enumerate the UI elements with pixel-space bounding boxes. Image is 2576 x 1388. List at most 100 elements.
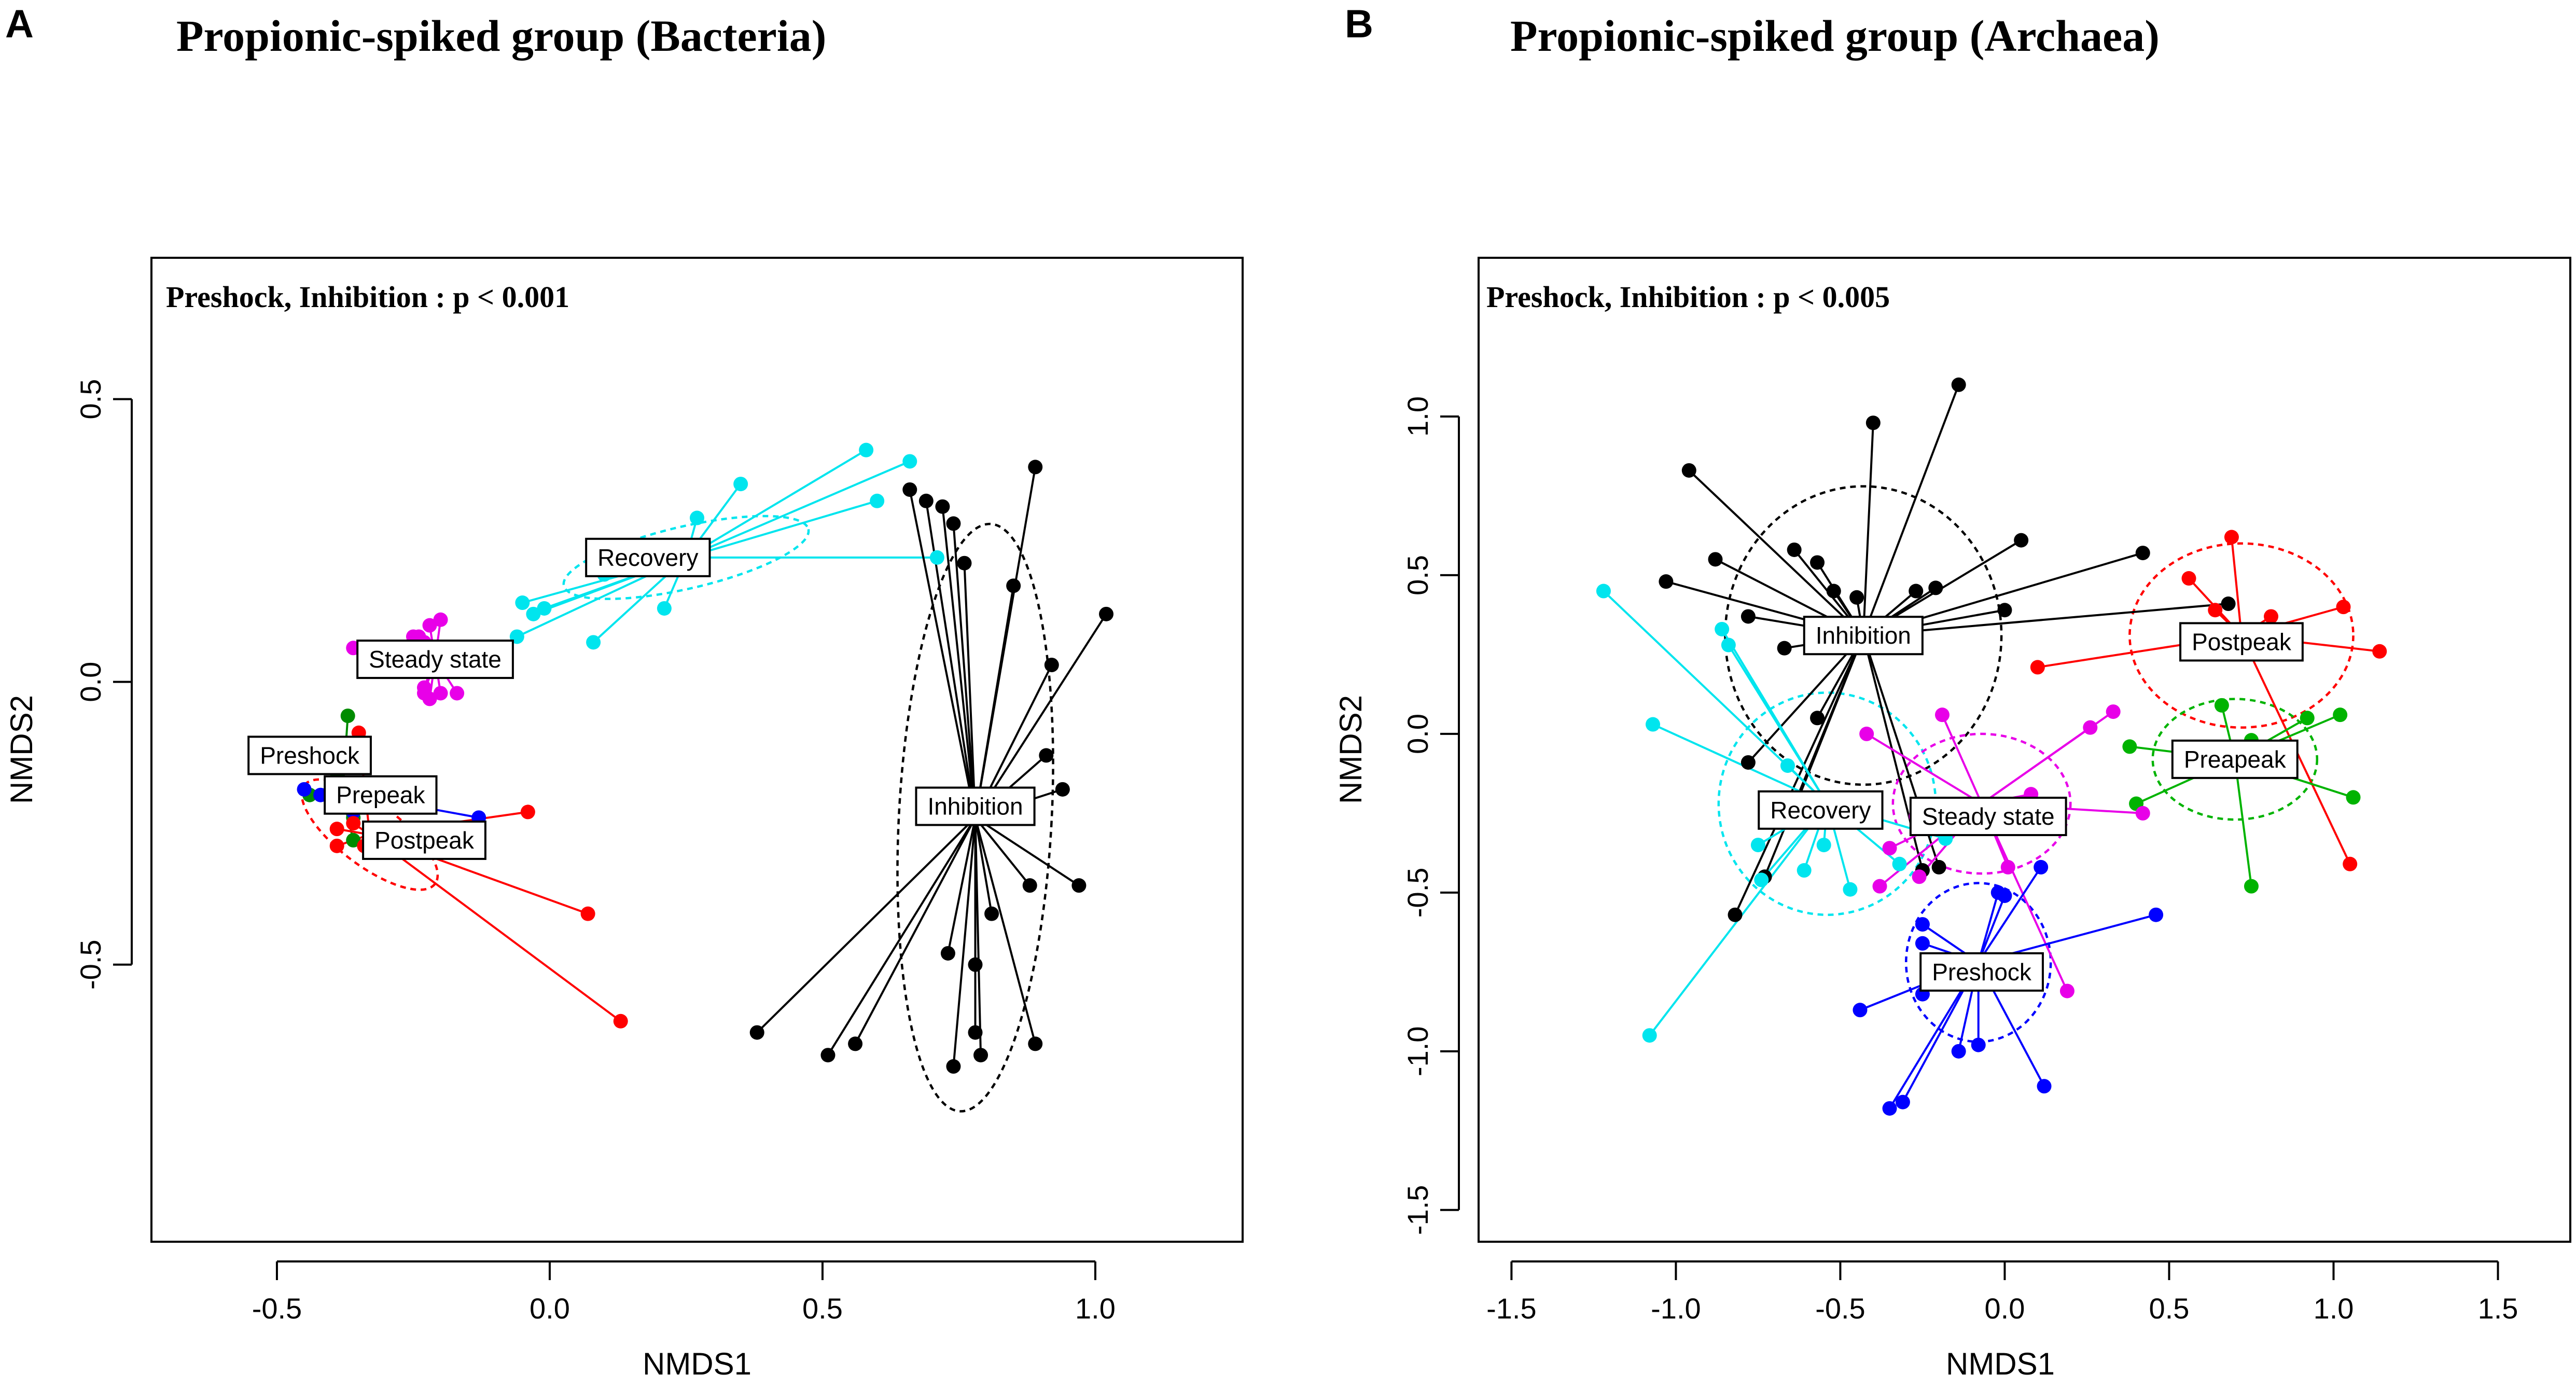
panel-b-label-preapeak: Preapeak [2171,739,2299,779]
panel-b-spoke-steady-state [1941,714,1983,804]
panel-a-label-text: Inhibition [927,793,1023,820]
panel-b-point-postpeak [2030,660,2045,675]
panel-a-points [297,442,1113,1074]
panel-a-x-tick-label: -0.5 [252,1292,302,1325]
panel-a-point-recovery [537,601,552,616]
panel-b-spoke-preshock [1977,895,2006,963]
panel-a-ellipse-recovery [562,515,810,600]
panel-b-plot-frame [1478,257,2571,1243]
panel-b-spoke-postpeak [2230,537,2243,636]
panel-a-point-inhibition [973,1048,988,1063]
panel-b-point-preapeak [2300,711,2315,726]
panel-a-letter: A [5,2,34,46]
panel-b-point-steady-state [1859,726,1874,741]
panel-b-point-preshock [1882,1101,1897,1116]
panel-a-x-tick-label: 0.0 [530,1292,570,1325]
panel-b-point-steady-state [1912,869,1927,884]
panel-a-spoke-inhibition [952,523,977,818]
panel-b-point-inhibition [1728,907,1743,922]
panel-a-spoke-inhibition [854,817,977,1045]
panel-b-point-recovery [1715,621,1730,636]
panel-a-point-postpeak [520,804,535,820]
panel-b-point-inhibition [1681,463,1696,478]
panel-b-ellipse-preapeak [2151,698,2319,821]
panel-b-point-postpeak [2224,530,2239,545]
panel-a-point-inhibition [1006,578,1021,593]
panel-a-point-prepeak [297,782,312,797]
panel-b-spoke-inhibition [1688,469,1864,636]
panel-b-point-inhibition [1997,603,2012,618]
panel-a-label-box [915,786,1036,826]
panel-b-point-steady-state [2059,983,2074,998]
panel-a-label-prepeak: Prepeak [324,775,438,815]
panel-a-point-inhibition [1071,878,1087,893]
panel-b-label-inhibition: Inhibition [1803,616,1924,656]
panel-b-point-preshock [2034,859,2049,875]
panel-a-point-inhibition [820,1048,836,1063]
panel-b-point-inhibition [1740,609,1756,624]
panel-b-point-preapeak [2122,739,2137,754]
panel-b-label-box [2171,739,2299,779]
panel-a-point-steady-state [417,686,431,701]
panel-a-y-tick-label: 0.5 [74,379,107,420]
panel-a-title: Propionic-spiked group (Bacteria) [176,11,826,61]
panel-a-point-inhibition [946,1059,961,1074]
panel-b-point-inhibition [1810,555,1825,570]
panel-a-point-inhibition [749,1025,764,1040]
panel-b-point-postpeak [2372,644,2387,659]
panel-a-point-recovery [690,510,704,525]
panel-b-point-inhibition [1777,641,1792,656]
panel-a-spoke-recovery [685,449,867,559]
panel-b-x-tick-label: 1.0 [2314,1292,2354,1325]
panel-a-x-axis-label: NMDS1 [643,1347,751,1381]
panel-b-point-recovery [1721,637,1736,653]
panel-a-point-inhibition [1055,782,1070,797]
panel-b-y-tick-label: 0.5 [1401,555,1434,595]
panel-a-labels: Recovery Steady state Inhibition Preshock Pr… [247,537,1036,860]
panel-b-spoke-steady-state [1866,733,1983,805]
panel-b-labels: Inhibition Postpeak Preapeak Recovery Steady… [1758,616,2304,992]
panel-b-point-steady-state [2000,859,2015,875]
panel-b-point-recovery [1780,758,1795,773]
panel-b-ellipse-postpeak [2128,542,2355,729]
panel-a-point-recovery [870,493,885,508]
panel-a-spoke-inhibition [974,817,982,1056]
panel-b-y-tick-label: -0.5 [1401,868,1434,918]
panel-b-label-postpeak: Postpeak [2179,622,2304,662]
panel-b-label-box [1758,790,1884,830]
panel-a-point-steady-state [422,618,437,633]
panel-a-label-text: Prepeak [336,782,425,809]
panel-b-point-inhibition [1951,377,1966,392]
panel-a-point-inhibition [957,556,972,571]
panel-b-point-preapeak [2333,707,2348,723]
panel-a-spoke-inhibition [974,817,1037,1044]
panel-a-spoke-inhibition [974,817,1031,886]
panel-a-label-box [362,820,486,860]
panel-a-point-inhibition [1099,606,1113,621]
panel-b-point-inhibition [2221,596,2236,612]
panel-b-spoke-inhibition [1862,384,1960,636]
panel-a-point-postpeak [613,1014,628,1029]
panel-a-point-recovery [902,454,917,469]
panel-b-point-preshock [1971,1037,1986,1052]
panel-a-point-inhibition [935,499,950,514]
panel-b-spoke-inhibition [1734,635,1864,915]
panel-b-point-inhibition [1865,415,1881,431]
panel-a-point-postpeak [329,822,344,837]
panel-a-label-preshock: Preshock [247,735,372,775]
panel-b-y-axis-label: NMDS2 [1333,695,1368,804]
panel-b-x-tick-label: -1.5 [1486,1292,1537,1325]
panel-b-point-recovery [1797,863,1812,878]
panel-b-point-recovery [1596,584,1611,599]
panel-b-spoke-inhibition [1747,634,1864,764]
panel-a-point-inhibition [946,516,961,531]
panel-b-label-box [1909,797,2067,837]
panel-b-spoke-preshock [1978,866,2042,963]
panel-b-point-postpeak [2264,609,2279,624]
panel-b-x-tick-label: 0.5 [2149,1292,2190,1325]
panel-a-point-recovery [733,477,748,492]
panel-b-point-steady-state [1882,841,1897,856]
panel-a-spokes [304,449,1107,1067]
panel-a-point-steady-state [433,612,448,627]
